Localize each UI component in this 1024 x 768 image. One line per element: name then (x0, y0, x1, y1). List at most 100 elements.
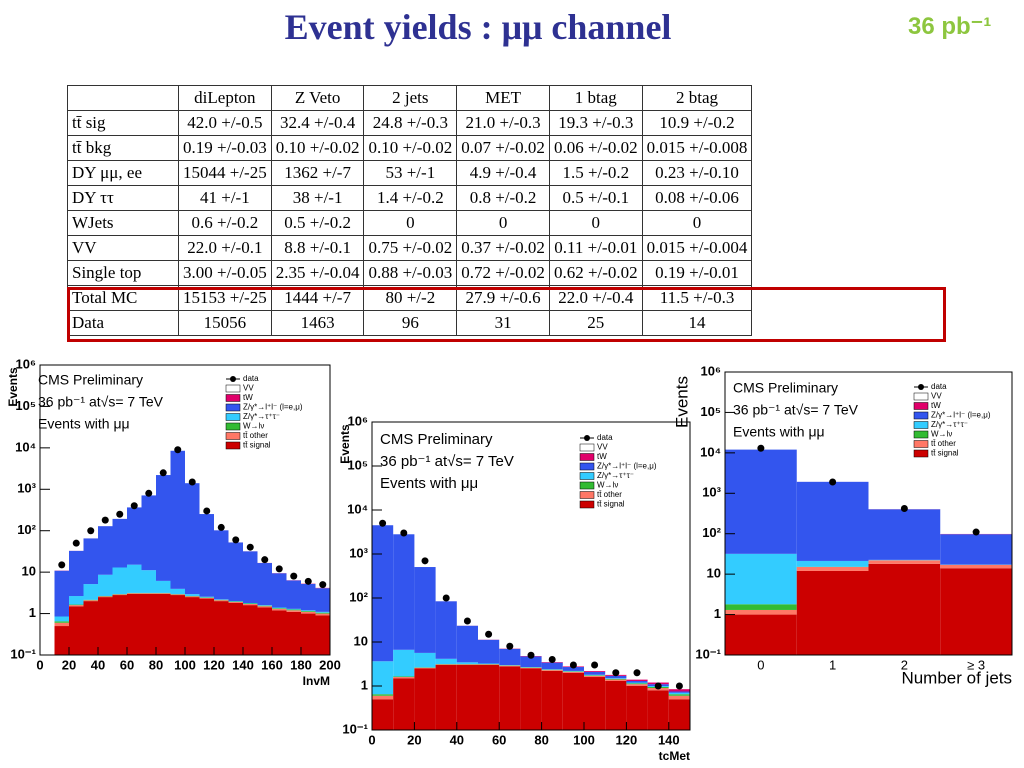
stack-bar (626, 679, 648, 681)
data-point (900, 505, 908, 513)
stack-bar (478, 664, 500, 666)
yield-table: diLepton Z Veto 2 jets MET 1 btag 2 btag tt̄ s… (67, 85, 753, 336)
stack-bar (272, 610, 287, 655)
legend-swatch (579, 462, 595, 471)
stack-bar (393, 677, 415, 679)
legend-label: Z/γ*→l⁺l⁻ (l=e,μ) (243, 403, 303, 412)
legend-swatch (579, 491, 595, 499)
stack-bar (605, 678, 627, 680)
legend-swatch (913, 392, 929, 401)
stack-bar (520, 656, 542, 668)
stack-bar (372, 661, 394, 695)
stack-bar (478, 639, 500, 664)
stack-bar (228, 542, 243, 602)
x-tick-label: 180 (290, 657, 312, 672)
stack-bar (286, 608, 301, 610)
y-tick-label: 10³ (702, 485, 721, 500)
stack-bar (796, 567, 869, 571)
legend-label: tt̄ other (931, 439, 956, 448)
x-tick-label: 40 (450, 732, 464, 747)
data-point (246, 543, 254, 551)
stack-bar (112, 567, 127, 595)
stack-bar (185, 483, 200, 595)
data-point (633, 669, 641, 677)
stack-bar (584, 670, 606, 671)
row-label: tt̄ sig (67, 110, 179, 136)
data-point (174, 446, 182, 454)
legend-swatch (913, 421, 929, 429)
cell: 19.3 +/-0.3 (548, 110, 643, 136)
cell: 0.10 +/-0.02 (270, 135, 365, 161)
row-label: VV (67, 235, 179, 261)
stack-bar (272, 608, 287, 609)
cell: 42.0 +/-0.5 (178, 110, 272, 136)
data-point (675, 682, 683, 690)
data-point (304, 577, 312, 585)
y-tick-label: 10 (707, 566, 721, 581)
plot-text: 36 pb⁻¹ at√s= 7 TeV (380, 453, 514, 470)
stack-bar (562, 671, 584, 673)
legend-label: tt̄ signal (243, 441, 271, 450)
data-point (203, 507, 211, 515)
stack-bar (393, 649, 415, 677)
stack-bar (414, 667, 436, 669)
y-axis-label: Events (672, 376, 691, 428)
x-tick-label: 2 (901, 657, 908, 672)
legend-label: data (931, 382, 947, 391)
legend-label: data (597, 433, 613, 442)
y-tick-label: 10⁴ (347, 501, 368, 516)
y-tick-label: 10⁻¹ (10, 646, 36, 661)
stack-bar (393, 676, 415, 678)
legend-swatch (225, 384, 241, 393)
stack-bar (562, 667, 584, 671)
legend-swatch (225, 413, 241, 421)
cell: 0.62 +/-0.02 (548, 260, 643, 286)
table-row: Single top 3.00 +/-0.05 2.35 +/-0.04 0.88 +… (67, 260, 753, 286)
legend-label: VV (597, 443, 608, 452)
slide-title: Event yields : μμ channel (284, 7, 672, 47)
stack-bar (54, 622, 69, 627)
data-point (145, 489, 153, 497)
cell: 4.9 +/-0.4 (456, 160, 550, 186)
stack-bar (98, 526, 113, 575)
x-tick-label: 40 (91, 657, 105, 672)
x-tick-label: 0 (368, 732, 375, 747)
legend-swatch (225, 403, 241, 412)
stack-bar (796, 481, 869, 561)
stack-bar (478, 663, 500, 665)
legend-label: tW (597, 452, 607, 461)
stack-bar (541, 670, 563, 730)
stack-bar (868, 509, 941, 560)
cell: 41 +/-1 (178, 185, 272, 211)
stack-bar (315, 615, 330, 655)
x-tick-label: 120 (616, 732, 638, 747)
stack-bar (668, 689, 690, 692)
legend-label: VV (243, 384, 254, 393)
stack-bar (69, 604, 84, 606)
plot-text: 36 pb⁻¹ at√s= 7 TeV (38, 394, 164, 410)
plot-text: Events with μμ (733, 424, 825, 440)
stack-bar (98, 597, 113, 655)
y-tick-label: 10 (22, 564, 36, 579)
data-point (159, 469, 167, 477)
legend-label: data (243, 374, 259, 383)
y-tick-label: 10⁻¹ (342, 721, 368, 736)
stack-bar (54, 570, 69, 617)
y-tick-label: 10⁵ (15, 398, 36, 413)
stack-bar (605, 679, 627, 681)
stack-bar (584, 674, 606, 676)
stack-bar (393, 534, 415, 650)
x-tick-label: ≥ 3 (967, 657, 985, 672)
stack-bar (170, 594, 185, 596)
stack-bar (156, 593, 171, 594)
row-label: tt̄ bkg (67, 135, 179, 161)
stack-bar (272, 573, 287, 608)
stack-bar (393, 678, 415, 730)
stack-bar (301, 611, 316, 614)
legend-label: Z/γ*→l⁺l⁻ (l=e,μ) (931, 411, 991, 420)
cell: 0.015 +/-0.008 (641, 135, 753, 161)
data-point (829, 478, 837, 486)
y-axis-label: Events (338, 424, 352, 464)
y-tick-label: 10⁵ (700, 404, 721, 419)
